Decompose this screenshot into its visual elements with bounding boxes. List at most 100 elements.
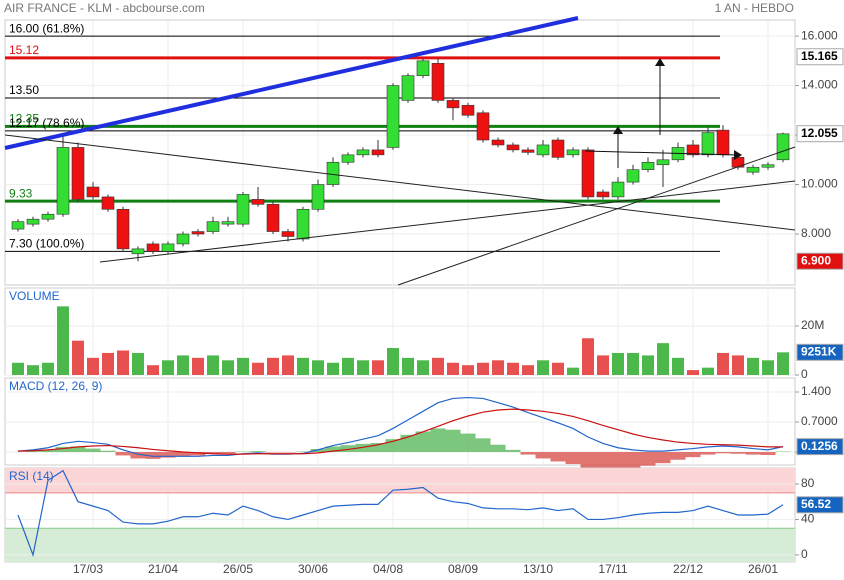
- series-line: [17, 469, 784, 558]
- histogram-bar: [220, 452, 236, 454]
- histogram-bar: [475, 438, 491, 453]
- level-label: 9.33: [9, 186, 33, 200]
- volume-bar: [552, 362, 564, 375]
- arrow: [584, 150, 739, 156]
- volume-bar: [117, 350, 129, 375]
- value-badge: [796, 438, 844, 456]
- histogram-bar: [370, 443, 386, 453]
- histogram-bar: [505, 449, 521, 453]
- volume-bar: [522, 365, 534, 375]
- candle-body: [251, 199, 265, 205]
- candle-body: [356, 149, 370, 156]
- histogram-bar: [130, 452, 146, 459]
- y-tick-label: 80: [801, 476, 815, 490]
- trend-line: [99, 180, 796, 263]
- candle-body: [371, 149, 385, 156]
- y-tick-label: 0.7000: [801, 414, 838, 428]
- candle-body: [56, 147, 70, 215]
- histogram-bar: [55, 446, 71, 453]
- arrow-head: [613, 126, 623, 134]
- candle-body: [746, 166, 760, 173]
- histogram-bar: [205, 452, 221, 454]
- panel-title: RSI (14): [9, 469, 54, 483]
- candle-body: [776, 133, 790, 161]
- volume-bar: [282, 355, 294, 375]
- histogram-bar: [715, 452, 731, 454]
- trend-lines: [4, 16, 796, 286]
- period: 1 AN - HEBDO: [715, 1, 794, 15]
- value-badge-label: 15.165: [801, 49, 838, 63]
- volume-bar: [567, 367, 579, 375]
- volume-bar: [507, 362, 519, 375]
- volume-bar: [627, 352, 639, 375]
- candle-body: [716, 129, 730, 156]
- x-tick-label: 17/11: [598, 562, 627, 576]
- histogram-bar: [760, 452, 776, 456]
- value-badge-label: 6.900: [801, 253, 831, 267]
- volume-bar: [57, 306, 69, 375]
- volume-bar: [762, 360, 774, 375]
- histogram-bar: [85, 448, 101, 453]
- overbought-zone: [5, 468, 795, 493]
- trend-line: [397, 146, 796, 286]
- candle-body: [566, 149, 580, 156]
- y-tick-label: 14.000: [801, 78, 838, 92]
- x-tick-label: 08/09: [448, 562, 478, 576]
- candle-body: [701, 132, 715, 156]
- volume-bar: [222, 360, 234, 375]
- histogram-bar: [625, 452, 641, 468]
- x-tick-label: 30/06: [298, 562, 328, 576]
- volume-bar: [192, 357, 204, 375]
- candle-body: [536, 144, 550, 156]
- candle-body: [281, 231, 295, 237]
- candle-body: [476, 112, 490, 141]
- candle-body: [686, 144, 700, 156]
- series-line: [17, 408, 783, 455]
- volume-bar: [207, 355, 219, 375]
- panel-frame: [4, 19, 796, 286]
- x-tick-label: 26/01: [748, 562, 778, 576]
- y-tick-label: 20M: [801, 318, 824, 332]
- histogram-bar: [580, 452, 596, 469]
- x-tick-label: 17/03: [73, 562, 103, 576]
- y-tick-label: 0: [801, 547, 808, 561]
- candle-body: [341, 154, 355, 163]
- histogram-bar: [40, 449, 56, 453]
- volume-bar: [777, 352, 789, 375]
- value-badge-label: 9251K: [801, 345, 837, 359]
- histogram-bar: [415, 431, 431, 453]
- level-label: 16.00 (61.8%): [9, 21, 84, 35]
- level-label: 12.17 (78.6%): [9, 116, 84, 130]
- candle-body: [266, 204, 280, 232]
- histogram-bar: [550, 452, 566, 462]
- volume-bar: [42, 362, 54, 375]
- histogram-bar: [670, 452, 686, 460]
- candle-body: [131, 248, 145, 255]
- candle-body: [656, 159, 670, 166]
- volume-bar: [687, 370, 699, 375]
- volume-bar: [132, 352, 144, 375]
- volume-bar: [432, 357, 444, 375]
- histogram-bar: [520, 452, 536, 455]
- value-badge: [796, 125, 844, 143]
- histogram-bar: [700, 452, 716, 455]
- volume-bar: [267, 357, 279, 375]
- candle-body: [236, 194, 250, 225]
- volume-bar: [717, 352, 729, 375]
- candle-body: [401, 75, 415, 101]
- candle-body: [221, 221, 235, 225]
- candle-body: [461, 105, 475, 116]
- volume-bar: [102, 352, 114, 375]
- candle-body: [326, 161, 340, 185]
- volume-bar: [87, 357, 99, 375]
- volume-bar: [72, 340, 84, 375]
- volume-bar: [162, 360, 174, 375]
- x-tick-label: 13/10: [523, 562, 553, 576]
- page-title: AIR FRANCE - KLM - abcbourse.com: [4, 1, 205, 15]
- volume-bar: [477, 362, 489, 375]
- arrow-head: [734, 150, 742, 160]
- y-tick-label: 0: [801, 367, 808, 381]
- histogram-bar: [115, 452, 131, 456]
- candle-body: [611, 181, 625, 198]
